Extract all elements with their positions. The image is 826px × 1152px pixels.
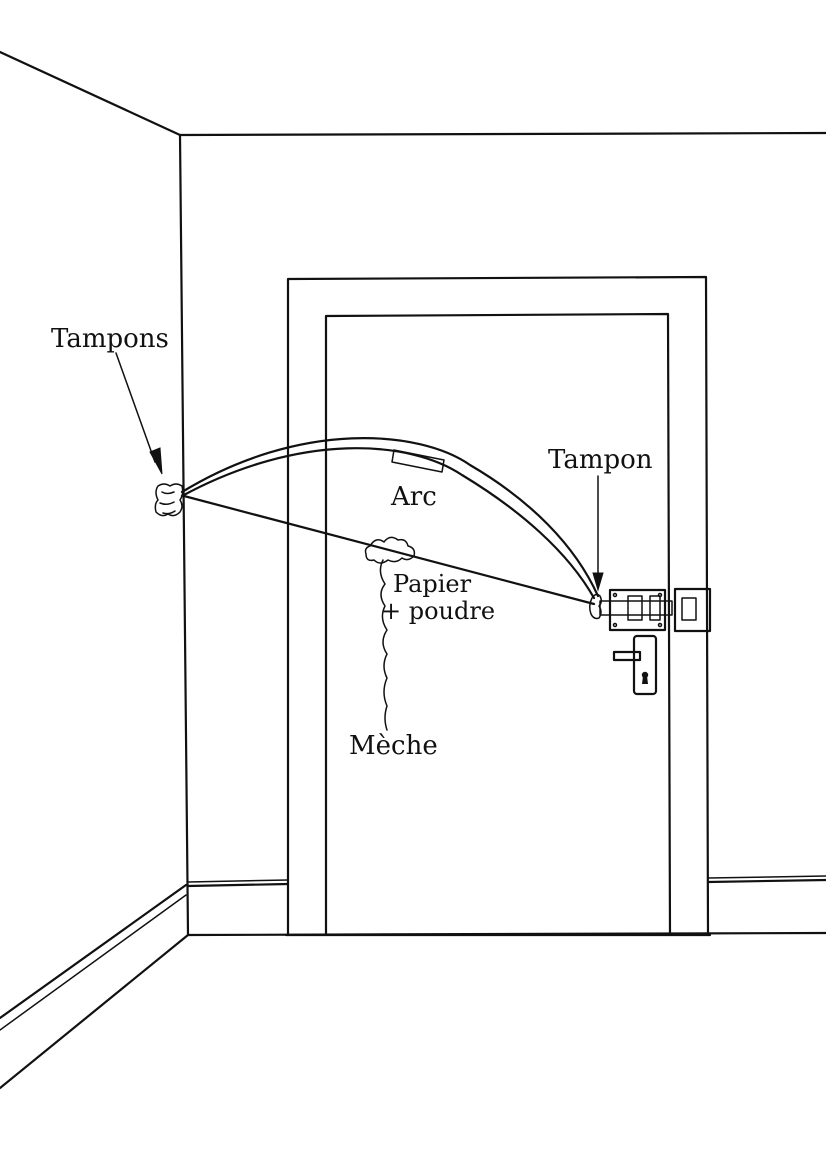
label-poudre: + poudre: [381, 597, 496, 625]
left-pads: [154, 483, 184, 517]
label-tampons: Tampons: [51, 324, 169, 354]
bow-string: [182, 494, 596, 606]
label-arc: Arc: [391, 482, 437, 512]
label-meche: Mèche: [349, 731, 438, 761]
paper-powder: [364, 536, 416, 564]
wick: [379, 559, 388, 731]
bow-arc: [180, 437, 600, 600]
pointer-arrows: [115, 352, 604, 592]
door: [284, 275, 712, 937]
label-papier: Papier: [393, 570, 472, 598]
label-tampon: Tampon: [548, 445, 653, 475]
bolt-latch: [599, 587, 712, 633]
door-handle: [612, 634, 658, 696]
right-pad: [588, 593, 603, 620]
